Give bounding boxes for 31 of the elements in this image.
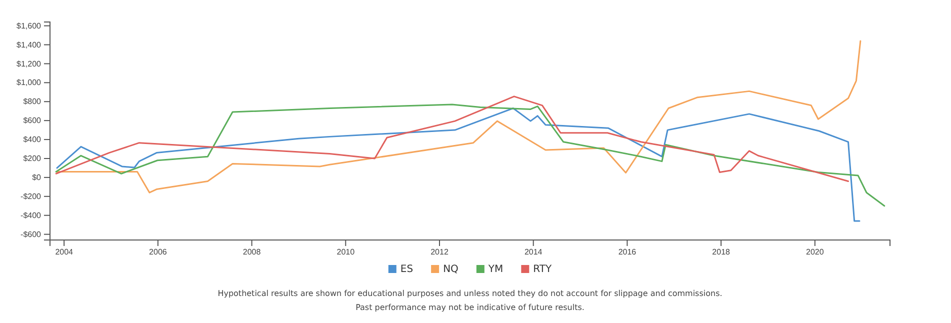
legend-label: ES [400,264,414,275]
x-tick-label: 2016 [618,248,637,257]
line-series [55,104,886,207]
text: Past performance may not be indicative of future results. [356,303,584,312]
x-tick-label: 2008 [242,248,262,257]
y-tick-label: -$200 [20,192,42,201]
legend-label: YM [487,264,504,275]
y-tick-label: $600 [23,116,42,126]
x-tick-label: 2014 [524,248,543,257]
y-tick-label: $1,600 [16,21,42,30]
legend-label: NQ [443,264,459,275]
line-series [55,40,862,194]
y-tick-label: $200 [23,154,42,164]
text: Hypothetical results are shown for educational purposes and unless noted they do not account for slippage and commissions. [218,289,722,298]
y-tick-label: $800 [23,97,42,106]
x-tick-label: 2012 [430,248,449,257]
line-series [55,96,849,182]
y-tick-label: $0 [32,173,42,182]
y-tick-label: $1,200 [16,59,42,68]
x-tick-label: 2020 [806,248,824,257]
x-tick-label: 2004 [55,248,74,257]
y-tick-label: $400 [23,135,42,144]
x-tick-label: 2018 [712,248,731,257]
y-tick-label: -$600 [20,230,42,239]
x-tick-label: 2006 [149,248,168,257]
legend-label: RTY [533,264,552,275]
y-tick-label: -$400 [20,210,42,220]
line-series [56,108,860,222]
y-tick-label: $1,000 [16,78,42,88]
x-tick-label: 2010 [336,248,356,257]
y-tick-label: $1,400 [16,40,42,50]
